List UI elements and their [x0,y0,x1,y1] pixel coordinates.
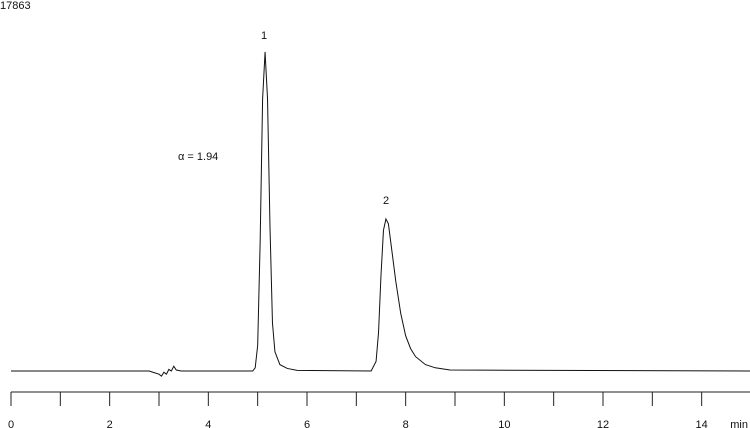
annotation: 1 [261,30,267,42]
x-tick-label: 2 [107,419,113,428]
x-tick-label: 0 [8,419,14,428]
chromatogram-trace [11,51,750,377]
x-axis-label: min [730,419,748,428]
annotation: 2 [383,195,389,207]
x-tick-label: 10 [498,419,510,428]
x-tick-label: 12 [597,419,609,428]
x-tick-label: 6 [304,419,310,428]
x-tick-label: 14 [696,419,708,428]
annotation: α = 1.94 [178,151,218,163]
x-tick-label: 8 [403,419,409,428]
run-id: 17863 [0,0,31,12]
x-tick-label: 4 [205,419,211,428]
